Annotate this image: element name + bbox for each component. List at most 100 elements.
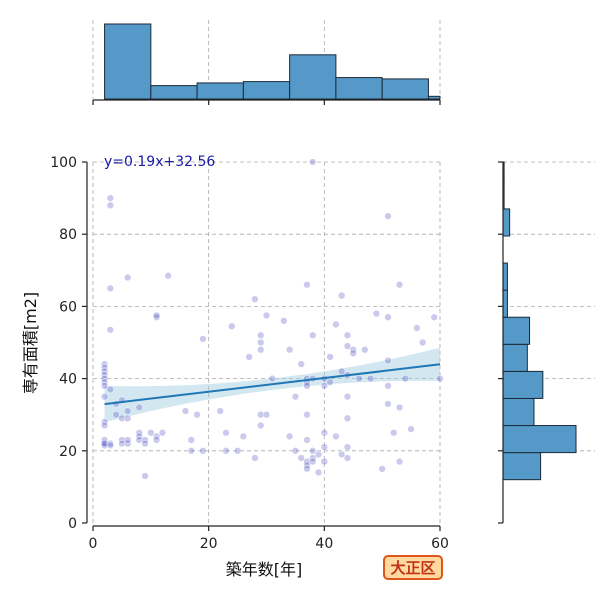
scatter-point [106, 385, 114, 394]
scatter-point [372, 309, 381, 318]
scatter-point [251, 295, 259, 303]
area-badge: 大正区 [383, 555, 443, 580]
scatter-point [332, 432, 340, 441]
scatter-point [436, 374, 444, 383]
scatter-point [106, 194, 114, 202]
x-tick-label: 60 [431, 536, 449, 552]
scatter-point [320, 443, 328, 451]
scatter-point [309, 447, 317, 455]
scatter-point [332, 320, 340, 329]
scatter-point [124, 273, 132, 282]
scatter-point [285, 346, 294, 354]
scatter-point [100, 421, 109, 430]
scatter-point [384, 313, 392, 321]
scatter-point [395, 457, 404, 466]
scatter-point [343, 443, 352, 451]
scatter-point [303, 465, 311, 473]
y-tick-label: 0 [68, 516, 77, 532]
scatter-point [152, 313, 161, 321]
scatter-point [419, 338, 427, 347]
scatter-point [106, 441, 114, 450]
scatter-point [106, 201, 114, 209]
top-hist-bar [335, 77, 383, 100]
scatter-point [106, 284, 114, 293]
scatter-point [100, 382, 109, 390]
y-tick-label: 80 [59, 227, 77, 243]
scatter-point [303, 436, 311, 444]
top-hist-bar [150, 85, 198, 100]
scatter-point [349, 349, 357, 357]
scatter-point [100, 393, 109, 401]
top-hist-bar [289, 54, 337, 100]
scatter-point [199, 335, 207, 343]
scatter-point [257, 338, 265, 347]
scatter-point [384, 212, 392, 220]
axes-layer: 0 20 40 60 0 20 40 60 80 100 [50, 155, 449, 552]
scatter-point [361, 346, 369, 354]
scatter-point [303, 281, 311, 289]
scatter-point [124, 436, 132, 444]
scatter-point [326, 378, 334, 386]
scatter-point [118, 439, 126, 448]
scatter-point [106, 326, 114, 334]
scatter-point [309, 158, 317, 166]
scatter-point [216, 407, 224, 415]
scatter-point [262, 311, 271, 320]
scatter-point [181, 407, 190, 415]
right-hist-bar [502, 343, 528, 372]
scatter-point [309, 457, 317, 466]
scatter-point [257, 346, 265, 354]
scatter-point [239, 432, 248, 441]
y-tick-label: 40 [59, 372, 77, 388]
scatter-point [147, 429, 155, 437]
scatter-point [366, 374, 375, 383]
marginal-y-histogram [498, 161, 577, 524]
right-hist-bar [502, 262, 508, 291]
scatter-point [395, 403, 404, 412]
scatter-point [199, 447, 207, 455]
scatter-point [135, 436, 143, 444]
right-hist-bar [502, 452, 542, 481]
scatter-point [320, 382, 328, 390]
scatter-point [245, 353, 253, 361]
scatter-point [262, 411, 271, 419]
scatter-point [285, 432, 294, 441]
scatter-point [303, 382, 311, 390]
scatter-point [152, 311, 161, 320]
scatter-point [430, 313, 438, 321]
scatter-point [228, 322, 236, 330]
scatter-point [233, 447, 242, 455]
x-tick-label: 40 [315, 536, 333, 552]
scatter-point [124, 414, 132, 422]
scatter-point [193, 411, 201, 419]
scatter-point [338, 367, 346, 376]
scatter-point [407, 425, 415, 433]
scatter-point [320, 457, 328, 466]
top-hist-bar [196, 82, 244, 100]
scatter-point [257, 421, 265, 430]
scatter-point [343, 342, 352, 350]
scatter-point [141, 439, 149, 448]
y-tick-label: 20 [59, 444, 77, 460]
scatter-point [314, 468, 323, 477]
marginal-x-histogram [92, 23, 441, 105]
scatter-point [100, 441, 109, 450]
scatter-point [355, 374, 363, 383]
scatter-point [158, 429, 167, 437]
y-tick-label: 100 [50, 155, 77, 171]
scatter-point [222, 429, 230, 437]
scatter-point [326, 353, 334, 361]
right-hist-bar [502, 397, 535, 427]
scatter-point [297, 454, 305, 462]
scatter-point [378, 465, 386, 473]
scatter-point [257, 331, 265, 339]
right-hist-bar [502, 370, 544, 399]
scatter-point [280, 317, 288, 325]
scatter-point [338, 450, 346, 459]
y-tick-label: 60 [59, 299, 77, 315]
scatter-point [257, 411, 265, 419]
right-hist-bar [502, 316, 531, 345]
scatter-point [164, 272, 172, 280]
scatter-point [395, 281, 404, 289]
